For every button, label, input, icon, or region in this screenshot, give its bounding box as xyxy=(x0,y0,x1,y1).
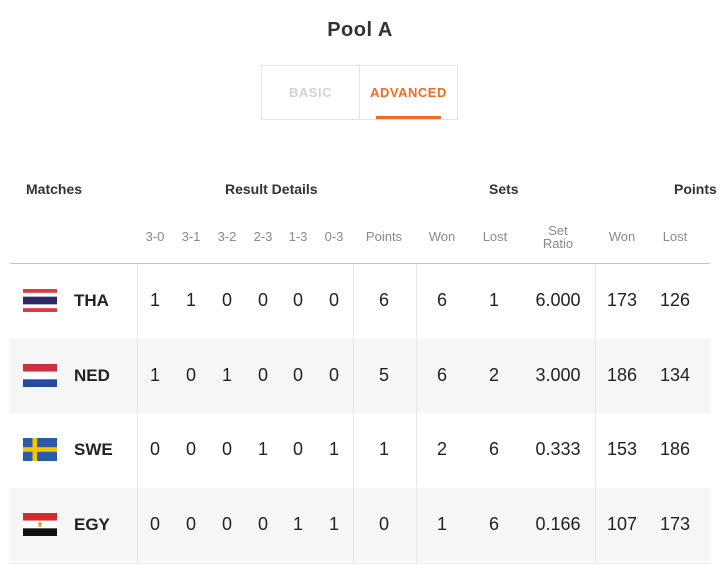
result-1-3: 0 xyxy=(292,365,303,385)
result-3-1: 0 xyxy=(185,365,196,385)
points-won: 186 xyxy=(606,365,638,385)
match-points: 5 xyxy=(378,365,389,385)
set-ratio: 6.000 xyxy=(535,290,581,310)
subheader-3-2: 3-2 xyxy=(217,229,237,244)
result-1-3: 1 xyxy=(292,514,303,534)
points-won: 107 xyxy=(606,514,638,534)
match-points: 6 xyxy=(378,290,389,310)
subheader-2-3: 2-3 xyxy=(253,229,273,244)
result-3-2: 1 xyxy=(221,365,232,385)
points-won: 173 xyxy=(606,290,638,310)
active-tab-underline xyxy=(376,116,441,119)
result-0-3: 1 xyxy=(328,514,339,534)
sets-lost: 6 xyxy=(488,514,499,534)
pool-title: Pool A xyxy=(327,19,393,41)
sweden-flag-icon xyxy=(23,438,57,461)
table-row[interactable]: THA 1 1 0 0 0 0 6 6 1 6.000 173 126 xyxy=(10,264,710,338)
sets-lost: 1 xyxy=(488,290,499,310)
sets-lost: 6 xyxy=(488,439,499,459)
table-bottom-border xyxy=(10,563,710,564)
result-2-3: 0 xyxy=(257,365,268,385)
egypt-flag-icon xyxy=(23,513,57,536)
team-code: THA xyxy=(74,291,109,310)
result-2-3: 0 xyxy=(257,514,268,534)
sets-lost: 2 xyxy=(488,365,499,385)
view-tabs: BASIC ADVANCED xyxy=(261,65,458,120)
header-result-details: Result Details xyxy=(225,181,318,197)
header-sets: Sets xyxy=(489,181,519,197)
result-3-0: 1 xyxy=(149,290,160,310)
subheader-3-0: 3-0 xyxy=(145,229,165,244)
set-ratio: 3.000 xyxy=(535,365,581,385)
subheader-sets-won: Won xyxy=(428,229,456,244)
team-code: EGY xyxy=(74,515,110,534)
sets-won: 1 xyxy=(436,514,447,534)
subheader-points-won: Won xyxy=(608,229,636,244)
result-2-3: 1 xyxy=(257,439,268,459)
subheader-0-3: 0-3 xyxy=(324,229,344,244)
subheader-1-3: 1-3 xyxy=(288,229,308,244)
points-lost: 134 xyxy=(659,365,691,385)
result-1-3: 0 xyxy=(292,290,303,310)
tab-basic[interactable]: BASIC xyxy=(262,66,360,119)
table-row[interactable]: EGY 0 0 0 0 1 1 0 1 6 0.166 107 173 xyxy=(10,488,710,562)
points-lost: 186 xyxy=(659,439,691,459)
result-1-3: 0 xyxy=(292,439,303,459)
result-0-3: 0 xyxy=(328,365,339,385)
subheader-set-ratio-line2: Ratio xyxy=(542,236,574,251)
set-ratio: 0.333 xyxy=(535,439,581,459)
team-code: NED xyxy=(74,366,110,385)
netherlands-flag-icon xyxy=(23,364,57,387)
table-row[interactable]: NED 1 0 1 0 0 0 5 6 2 3.000 186 134 xyxy=(10,339,710,413)
match-points: 0 xyxy=(378,514,389,534)
set-ratio: 0.166 xyxy=(535,514,581,534)
result-0-3: 0 xyxy=(328,290,339,310)
points-won: 153 xyxy=(606,439,638,459)
subheader-sets-lost: Lost xyxy=(482,229,508,244)
table-row[interactable]: SWE 0 0 0 1 0 1 1 2 6 0.333 153 186 xyxy=(10,413,710,487)
team-code: SWE xyxy=(74,440,113,459)
points-lost: 126 xyxy=(659,290,691,310)
header-divider xyxy=(10,263,710,264)
result-3-1: 1 xyxy=(185,290,196,310)
subheader-set-ratio-line1: Set xyxy=(548,223,568,238)
sets-won: 6 xyxy=(436,290,447,310)
header-matches: Matches xyxy=(26,181,83,197)
subheader-points-lost: Lost xyxy=(662,229,688,244)
sets-won: 6 xyxy=(436,365,447,385)
match-points: 1 xyxy=(378,439,389,459)
result-3-1: 0 xyxy=(185,439,196,459)
result-2-3: 0 xyxy=(257,290,268,310)
result-0-3: 1 xyxy=(328,439,339,459)
thailand-flag-icon xyxy=(23,289,57,312)
subheader-set-ratio: Set Ratio xyxy=(533,224,583,250)
result-3-2: 0 xyxy=(221,514,232,534)
result-3-1: 0 xyxy=(185,514,196,534)
points-lost: 173 xyxy=(659,514,691,534)
result-3-0: 0 xyxy=(149,514,160,534)
tab-advanced[interactable]: ADVANCED xyxy=(360,66,457,119)
result-3-0: 0 xyxy=(149,439,160,459)
header-points: Points xyxy=(674,181,717,197)
tab-basic-label: BASIC xyxy=(289,85,332,100)
tab-advanced-label: ADVANCED xyxy=(370,85,447,100)
result-3-0: 1 xyxy=(149,365,160,385)
subheader-3-1: 3-1 xyxy=(181,229,201,244)
subheader-points: Points xyxy=(365,229,403,244)
result-3-2: 0 xyxy=(221,439,232,459)
result-3-2: 0 xyxy=(221,290,232,310)
sets-won: 2 xyxy=(436,439,447,459)
